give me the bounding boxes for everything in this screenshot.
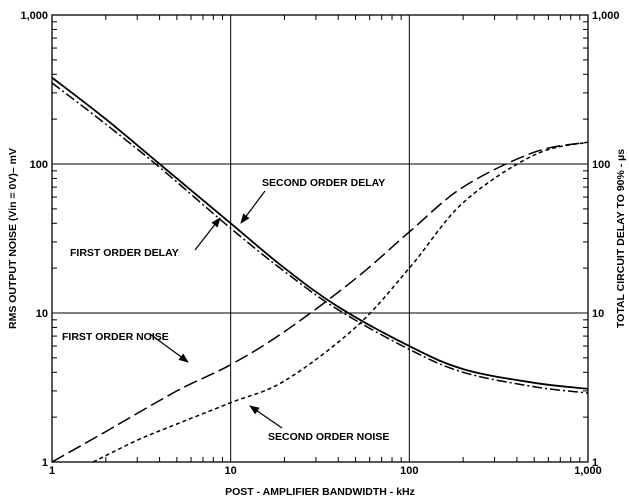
annotation-arrow-first-order-delay <box>194 217 221 251</box>
y-tick-label-left: 10 <box>36 308 48 320</box>
y-axis-left-title: RMS OUTPUT NOISE (Vin = 0V)– mV <box>7 148 19 329</box>
x-tick-label: 1 <box>49 465 55 477</box>
y-tick-label-right: 100 <box>592 159 610 171</box>
series-layer <box>51 76 589 463</box>
y-tick-label-left: 1 <box>42 457 48 469</box>
x-axis-title: POST - AMPLIFIER BANDWIDTH - kHz <box>225 486 415 498</box>
annotation-arrow-second-order-noise <box>249 405 283 429</box>
y-tick-label-left: 1,000 <box>20 10 48 22</box>
x-tick-label: 10 <box>225 465 237 477</box>
annotation-first-order-noise: FIRST ORDER NOISE <box>62 331 169 343</box>
y-tick-label-right: 1,000 <box>592 10 620 22</box>
y-axis-right-title: TOTAL CIRCUIT DELAY TO 90% - µs <box>615 149 627 328</box>
series-line-second-order-delay <box>51 76 589 390</box>
annotation-arrow-first-order-noise <box>149 333 189 363</box>
annotation-second-order-delay: SECOND ORDER DELAY <box>262 177 385 189</box>
series-line-second-order-noise <box>92 141 589 463</box>
y-tick-label-right: 10 <box>592 308 604 320</box>
annotation-first-order-delay: FIRST ORDER DELAY <box>70 247 179 259</box>
series-line-first-order-delay <box>51 82 589 394</box>
plot-frame <box>51 14 589 463</box>
annotation-second-order-noise: SECOND ORDER NOISE <box>268 431 389 443</box>
series-line-first-order-noise <box>51 141 589 463</box>
x-tick-label: 100 <box>400 465 418 477</box>
y-tick-label-right: 1 <box>592 457 598 469</box>
y-tick-label-left: 100 <box>30 159 48 171</box>
grid <box>52 15 588 462</box>
annotation-arrow-second-order-delay <box>240 190 266 224</box>
annotation-layer: SECOND ORDER DELAY FIRST ORDER DELAY FIR… <box>62 177 389 443</box>
x-tick-label: 1,000 <box>574 465 602 477</box>
